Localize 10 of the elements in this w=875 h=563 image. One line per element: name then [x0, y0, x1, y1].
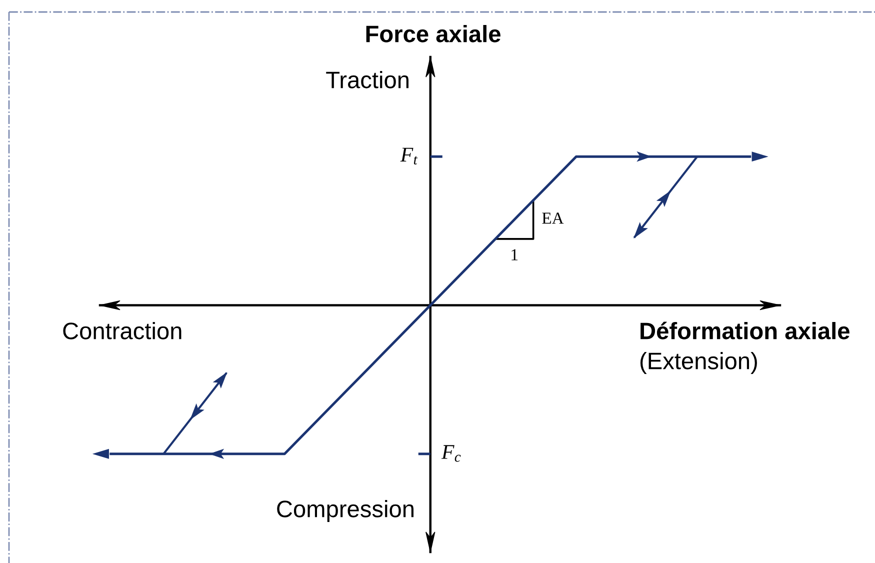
x-axis-title: Déformation axiale	[640, 322, 850, 340]
annotation: F$_{c}$	[441, 445, 461, 462]
text: Compression	[277, 500, 414, 522]
annotation: F$_{t}$	[400, 148, 418, 165]
annotation: (Extension)	[640, 352, 757, 374]
annotation: Contraction	[63, 322, 182, 340]
annotation: 1	[512, 249, 518, 260]
text: Traction	[326, 70, 408, 88]
y-axis-title: Force axiale	[366, 24, 500, 42]
annotation: EA	[542, 212, 564, 224]
